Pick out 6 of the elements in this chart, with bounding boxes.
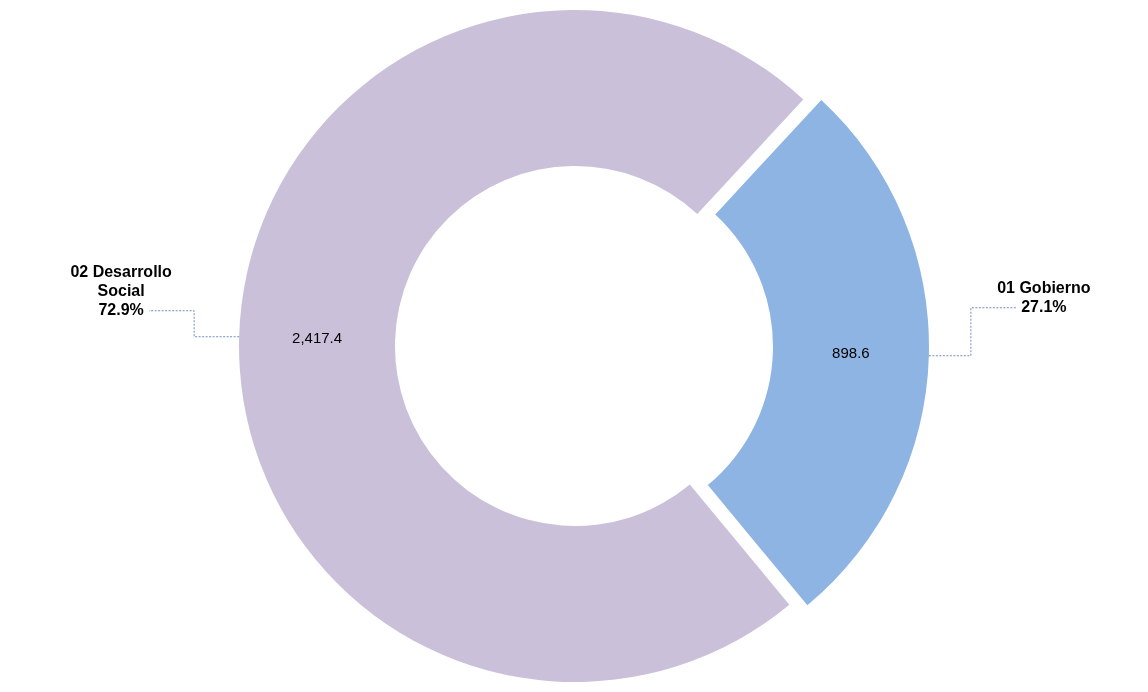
slice-label: 01 Gobierno <box>997 278 1091 296</box>
data-label: 898.6 <box>832 343 870 361</box>
text: 72.9% <box>98 300 144 318</box>
data-label: 2,417.4 <box>292 328 343 346</box>
slice-label: 02 Desarrollo Social <box>70 262 173 299</box>
text: 27.1% <box>1021 297 1067 315</box>
